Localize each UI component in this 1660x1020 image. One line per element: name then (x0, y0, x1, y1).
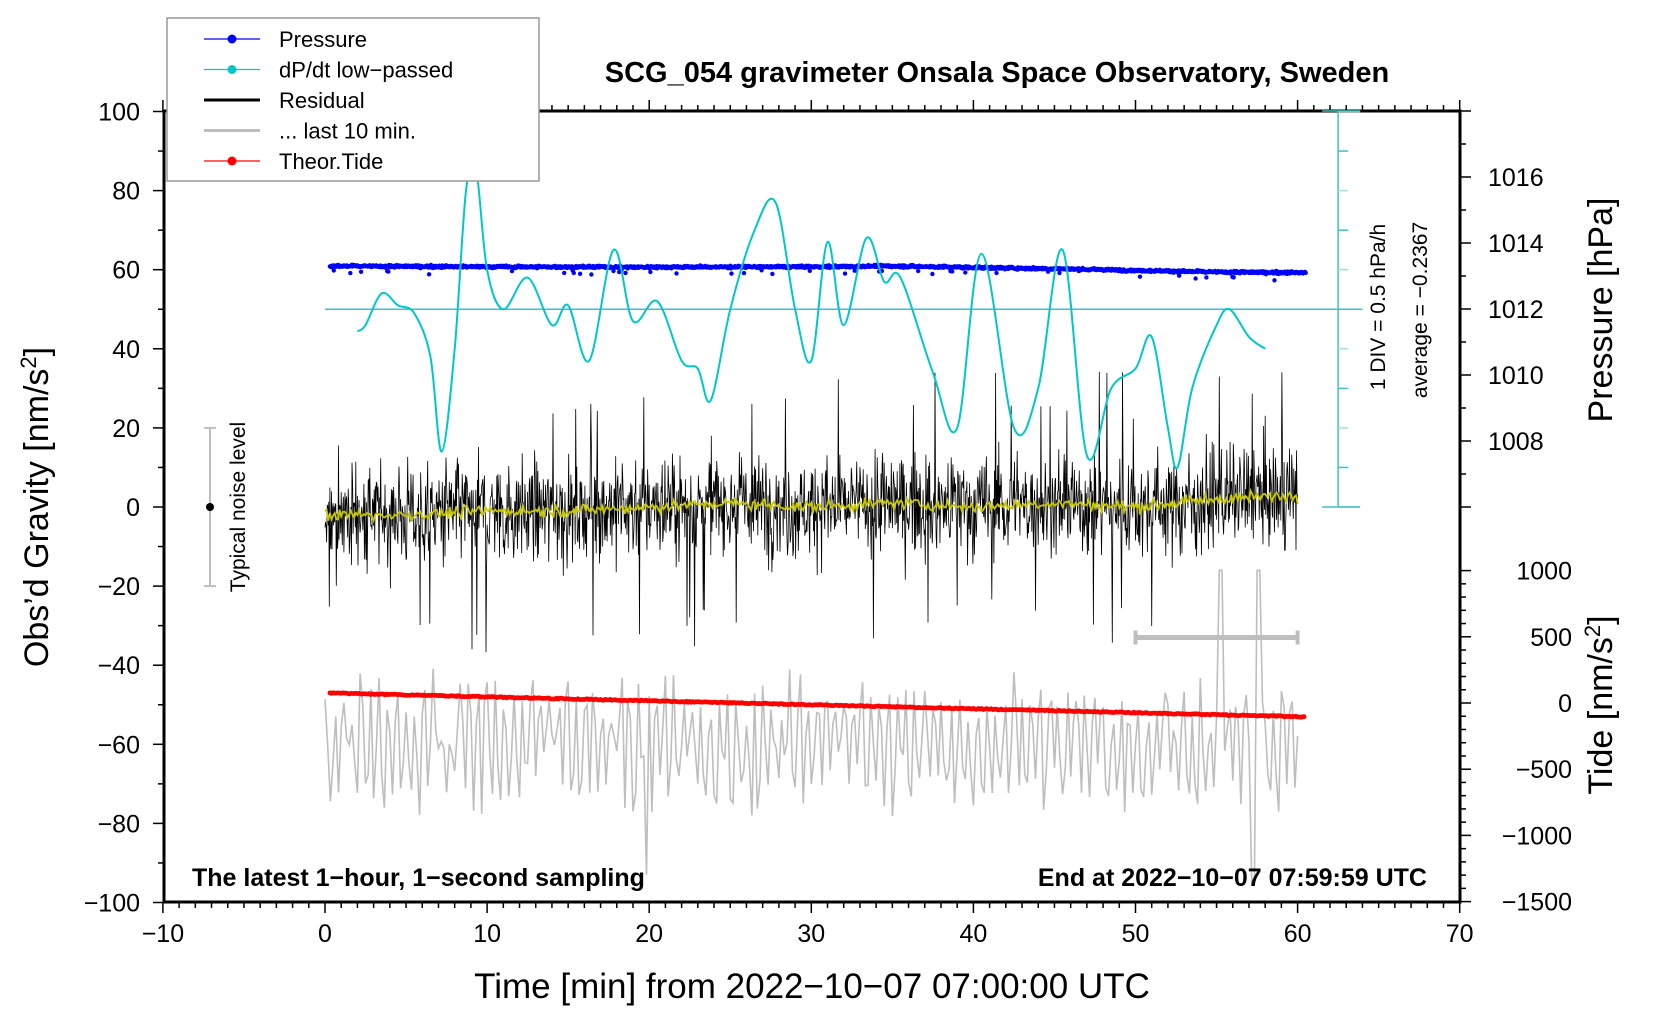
annotation-end-time: End at 2022−10−07 07:59:59 UTC (1038, 864, 1427, 892)
pressure-tick-label: 1008 (1488, 428, 1544, 456)
gravity-tick-label: 60 (112, 257, 140, 285)
legend-marker (227, 156, 237, 166)
pressure-point (930, 271, 935, 277)
chart-title: SCG_054 gravimeter Onsala Space Observat… (605, 57, 1389, 89)
gravity-tick-label: 40 (112, 336, 140, 364)
series-residual-mean-line (324, 487, 1299, 524)
series-residual-line (324, 371, 1298, 653)
pressure-point (1204, 275, 1209, 280)
pressure-point (674, 271, 679, 276)
pressure-point (950, 269, 955, 274)
pressure-point (386, 269, 391, 274)
pressure-point (623, 270, 628, 276)
legend-marker (227, 34, 237, 44)
average-label: average = −0.2367 (1409, 222, 1432, 398)
y-axis-label-tide: Tide [nm/s2] (1580, 615, 1620, 794)
gravity-tick-label: −60 (98, 731, 140, 759)
pressure-point (1057, 270, 1062, 276)
pressure-point (509, 268, 515, 274)
x-tick-label: 40 (959, 920, 987, 948)
legend-label: Residual (279, 88, 365, 113)
pressure-point (358, 269, 364, 274)
pressure-point (741, 270, 747, 276)
gravity-tick-label: 20 (112, 415, 140, 443)
x-tick-label: 10 (473, 920, 501, 948)
series-pressure (327, 262, 1308, 283)
pressure-point (807, 268, 812, 273)
tide-tick-label: 500 (1530, 624, 1572, 652)
pressure-point (648, 269, 653, 275)
legend-label: ... last 10 min. (279, 119, 416, 144)
pressure-point (1272, 278, 1277, 283)
tide-tick-label: −1000 (1502, 822, 1572, 850)
pressure-point (770, 271, 775, 277)
gravity-tick-label: −20 (98, 573, 140, 601)
pressure-point (1303, 270, 1308, 275)
x-tick-label: 50 (1122, 920, 1150, 948)
gravity-tick-label: 100 (98, 99, 140, 127)
legend-marker (227, 65, 237, 74)
series-dpdt-line (356, 159, 1266, 470)
pressure-point (426, 272, 432, 277)
x-axis-label: Time [min] from 2022−10−07 07:00:00 UTC (474, 967, 1150, 1006)
x-tick-label: 0 (318, 920, 332, 948)
tide-point (1301, 714, 1307, 720)
legend-label: Pressure (279, 27, 367, 52)
tide-tick-label: 0 (1558, 690, 1572, 718)
pressure-point (1177, 273, 1182, 278)
x-tick-label: 20 (635, 920, 663, 948)
pressure-point (331, 268, 336, 273)
noise-level-dot (206, 503, 214, 511)
y-axis-label-pressure: Pressure [hPa] (1582, 198, 1620, 423)
legend-item: ... last 10 min. (204, 119, 416, 144)
pressure-point (571, 270, 576, 276)
gravity-tick-label: 80 (112, 178, 140, 206)
pressure-point (589, 272, 594, 277)
legend: Pressure dP/dt low−passed Residual ... last… (166, 17, 540, 182)
pressure-tick-label: 1014 (1488, 230, 1544, 258)
pressure-point (1231, 275, 1236, 280)
tide-tick-label: −1500 (1502, 889, 1572, 917)
pressure-point (963, 270, 968, 275)
x-tick-label: 70 (1446, 920, 1474, 948)
pressure-point (348, 270, 353, 276)
pressure-point (852, 268, 857, 273)
pressure-tick-label: 1012 (1488, 296, 1544, 324)
legend-label: dP/dt low−passed (279, 58, 453, 83)
legend-label: Theor.Tide (279, 149, 383, 174)
gravity-tick-label: −40 (98, 652, 140, 680)
pressure-point (577, 271, 583, 276)
series-theor-tide (327, 690, 1307, 720)
legend-item: Pressure (204, 27, 367, 52)
pressure-tick-label: 1016 (1488, 164, 1544, 192)
gravity-tick-label: −100 (84, 890, 140, 918)
pressure-point (1137, 274, 1143, 279)
x-tick-label: 60 (1284, 920, 1312, 948)
div-scale-label: 1 DIV = 0.5 hPa/h (1367, 224, 1390, 390)
pressure-point (729, 271, 734, 276)
pressure-point (994, 270, 999, 276)
legend-item: Residual (204, 88, 365, 113)
y-axis-label-gravity: Obs’d Gravity [nm/s2] (16, 347, 56, 667)
pressure-point (1193, 276, 1198, 281)
noise-level-label: Typical noise level (227, 422, 250, 592)
pressure-point (842, 271, 848, 276)
gravity-tick-label: −80 (98, 810, 140, 838)
legend-item: Theor.Tide (204, 149, 383, 174)
annotation-latest-hour: The latest 1−hour, 1−second sampling (192, 864, 645, 892)
x-tick-label: 30 (797, 920, 825, 948)
pressure-point (916, 268, 921, 274)
series-last-10-min-line (324, 569, 1299, 884)
legend-item: dP/dt low−passed (204, 58, 453, 83)
tide-tick-label: 1000 (1516, 558, 1572, 586)
gravity-tick-label: 0 (126, 494, 140, 522)
pressure-point (562, 270, 567, 276)
x-tick-label: −10 (142, 920, 184, 948)
pressure-tick-label: 1010 (1488, 362, 1544, 390)
tide-tick-label: −500 (1516, 756, 1572, 784)
